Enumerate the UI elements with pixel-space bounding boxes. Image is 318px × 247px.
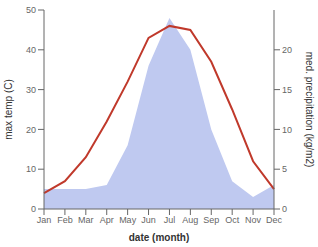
svg-text:40: 40 — [26, 45, 36, 55]
svg-text:max temp (C): max temp (C) — [8, 79, 14, 140]
svg-text:0: 0 — [282, 204, 287, 214]
svg-text:15: 15 — [282, 85, 292, 95]
svg-text:Oct: Oct — [225, 215, 240, 225]
svg-text:0: 0 — [31, 204, 36, 214]
svg-text:Dec: Dec — [266, 215, 283, 225]
svg-text:date (month): date (month) — [129, 232, 190, 243]
svg-text:Nov: Nov — [245, 215, 262, 225]
svg-text:10: 10 — [26, 164, 36, 174]
svg-text:med. precipitation (kg/m2): med. precipitation (kg/m2) — [304, 52, 310, 168]
svg-text:5: 5 — [282, 164, 287, 174]
svg-text:Aug: Aug — [182, 215, 198, 225]
svg-text:Feb: Feb — [57, 215, 73, 225]
svg-text:Jul: Jul — [164, 215, 176, 225]
svg-text:Apr: Apr — [100, 215, 114, 225]
svg-text:May: May — [119, 215, 137, 225]
svg-text:Jun: Jun — [141, 215, 156, 225]
svg-text:Jan: Jan — [37, 215, 52, 225]
svg-text:50: 50 — [26, 5, 36, 15]
svg-text:Mar: Mar — [78, 215, 94, 225]
svg-text:30: 30 — [26, 85, 36, 95]
svg-text:10: 10 — [282, 125, 292, 135]
svg-text:20: 20 — [282, 45, 292, 55]
svg-text:Sep: Sep — [203, 215, 219, 225]
svg-text:20: 20 — [26, 125, 36, 135]
